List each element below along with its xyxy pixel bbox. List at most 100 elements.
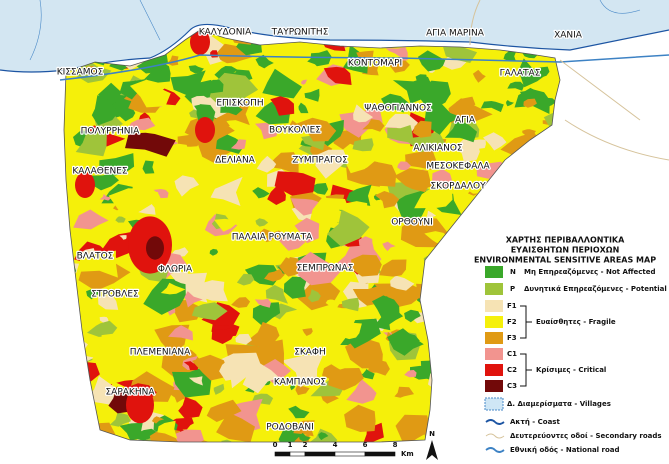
land-patch: [153, 189, 169, 199]
scale-tick-label: 0: [273, 441, 278, 449]
scale-tick-label: 6: [363, 441, 368, 449]
national-road: [59, 54, 669, 81]
land-patch: [222, 234, 267, 271]
land-patch: [169, 271, 191, 286]
land-patch: [543, 111, 560, 134]
land-patch: [209, 248, 219, 256]
legend-group-label: Κρίσιμες - Critical: [536, 366, 606, 374]
land-patch: [426, 210, 437, 220]
land-patch: [381, 93, 409, 113]
scale-segment: [364, 451, 396, 457]
land-patch: [394, 386, 414, 398]
land-patch: [414, 186, 453, 209]
land-patch: [456, 96, 476, 111]
land-patch: [352, 138, 374, 152]
land-patch: [341, 297, 360, 312]
land-patch: [252, 302, 281, 327]
land-patch: [75, 130, 107, 157]
land-patch: [160, 282, 186, 295]
legend-title: ΕΥΑΙΣΘΗΤΩΝ ΠΕΡΙΟΧΩΝ: [511, 246, 620, 255]
secondary-roads: [469, 0, 669, 161]
place-label: ΣΑΡΑΚΗΝΑ: [106, 388, 156, 398]
place-label: ΡΟΔΟΒΑΝΙ: [266, 423, 313, 433]
land-patch: [255, 54, 274, 69]
land-patch: [283, 276, 308, 299]
land-patch: [404, 309, 421, 323]
land-patch: [87, 320, 118, 337]
land-patch: [265, 285, 288, 304]
land-patch: [483, 132, 507, 151]
land-patch: [86, 289, 102, 300]
land-patch: [338, 143, 377, 174]
scale-tick-label: 2: [303, 441, 308, 449]
land-patch: [318, 432, 329, 441]
land-patch: [349, 422, 384, 442]
land-patch: [220, 104, 243, 116]
land-patch: [382, 241, 396, 252]
land-patch: [353, 104, 374, 123]
legend-code: F3: [507, 334, 517, 342]
land-patch: [315, 149, 348, 179]
place-label: ΚΑΛΥΔΟΝΙΑ: [199, 28, 252, 38]
legend-title: ΧΑΡΤΗΣ ΠΕΡΙΒΑΛΛΟΝΤΙΚΑ: [506, 236, 625, 245]
land-patch: [266, 152, 299, 175]
land-patch: [188, 376, 203, 386]
critical-patch: [126, 386, 154, 424]
legend-line: [485, 419, 505, 425]
land-patch: [254, 298, 271, 308]
land-patch: [142, 160, 155, 174]
land-patch: [244, 321, 280, 348]
land-patch: [129, 79, 171, 108]
land-patch: [404, 370, 417, 378]
land-patch: [214, 218, 237, 232]
land-patch: [151, 416, 165, 424]
land-patch: [454, 139, 480, 163]
scale-segment: [289, 451, 306, 457]
legend-label: Δ. Διαμερίσματα - Villages: [507, 400, 611, 408]
land-patch: [281, 352, 325, 388]
legend-line: [485, 447, 505, 453]
land-patch: [387, 125, 414, 144]
land-patch: [385, 47, 408, 61]
legend-code: C2: [507, 366, 517, 374]
legend-label: Εθνική οδός - National road: [510, 446, 620, 454]
land-patch: [216, 412, 255, 442]
land-patch: [73, 209, 109, 230]
place-label: ΤΑΥΡΩΝΙΤΗΣ: [271, 28, 329, 38]
land-patch: [290, 383, 296, 391]
land-patch: [255, 122, 279, 140]
land-patch: [209, 72, 259, 110]
land-patch: [472, 69, 486, 83]
land-patch: [375, 191, 400, 209]
land-patch: [101, 333, 138, 346]
scale-segment: [334, 451, 366, 457]
land-patch: [432, 169, 453, 189]
legend-bracket: [520, 305, 532, 339]
land-patch: [119, 235, 127, 240]
land-patch: [404, 131, 447, 153]
land-patch: [293, 420, 315, 437]
land-patch: [210, 176, 243, 206]
place-label: ΚΙΣΣΑΜΟΣ: [57, 68, 104, 78]
land-patch: [230, 139, 247, 150]
scale-tick-label: 4: [333, 441, 338, 449]
legend-label: Δυνητικά Επηρεαζόμενες - Potential: [524, 285, 667, 293]
land-patch: [264, 266, 285, 282]
land-patch: [134, 428, 162, 441]
land-patch: [235, 333, 252, 345]
land-patch: [216, 43, 253, 64]
legend-label: Ακτή - Coast: [510, 418, 560, 426]
land-patch: [298, 102, 309, 114]
land-patch: [296, 251, 343, 286]
land-patch: [117, 341, 159, 366]
land-patch: [172, 366, 212, 398]
land-patch: [307, 289, 321, 303]
place-label: ΑΓΙΑ ΜΑΡΙΝΑ: [426, 29, 485, 39]
place-label: ΑΛΙΚΙΑΝΟΣ: [413, 144, 462, 154]
land-patch: [119, 108, 136, 122]
scale-tick-label: 1: [288, 441, 293, 449]
legend-swatch: [485, 348, 503, 360]
land-patch: [288, 405, 310, 419]
land-patch: [444, 119, 477, 143]
land-patch: [174, 175, 200, 197]
